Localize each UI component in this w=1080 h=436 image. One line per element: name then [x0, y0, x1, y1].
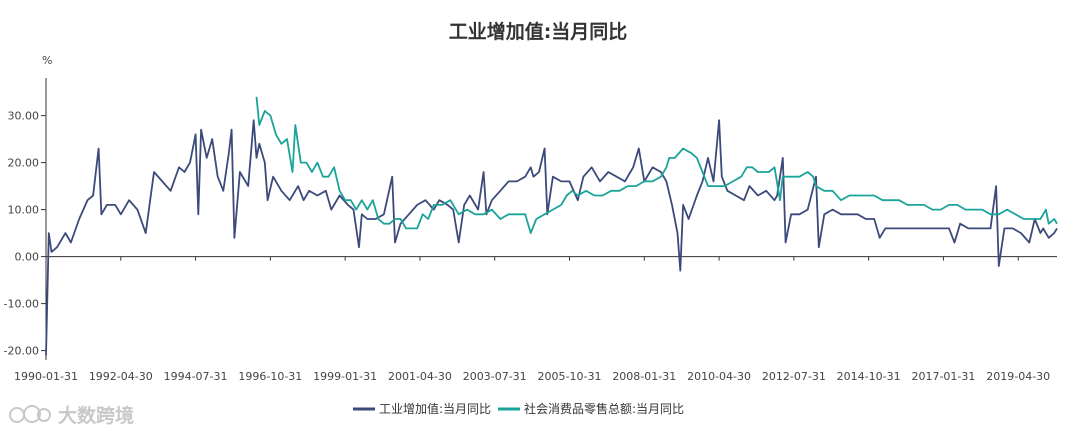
- x-tick-label: 2001-04-30: [388, 370, 452, 383]
- legend-item-2[interactable]: 社会消费品零售总额:当月同比: [498, 401, 684, 416]
- x-tick-label: 2014-10-31: [837, 370, 901, 383]
- y-tick-label: 30.00: [8, 110, 40, 123]
- chart-title: 工业增加值:当月同比: [449, 20, 628, 43]
- y-tick-label: 10.00: [8, 204, 40, 217]
- x-tick-label: 2010-04-30: [687, 370, 751, 383]
- x-tick-label: 2008-01-31: [612, 370, 676, 383]
- x-tick-label: 2019-04-30: [986, 370, 1050, 383]
- legend-label: 工业增加值:当月同比: [379, 401, 491, 416]
- legend-item-1[interactable]: 工业增加值:当月同比: [353, 401, 491, 416]
- y-tick-label: 0.00: [15, 251, 40, 264]
- x-tick-label: 2017-01-31: [911, 370, 975, 383]
- x-tick-label: 1996-10-31: [238, 370, 302, 383]
- x-axis: 1990-01-31 1992-04-30 1994-07-31 1996-10-31…: [14, 256, 1057, 383]
- legend-label: 社会消费品零售总额:当月同比: [524, 401, 684, 416]
- x-tick-label: 2003-07-31: [463, 370, 527, 383]
- y-axis: -20.00 -10.00 0.00 10.00 20.00 30.00: [4, 78, 47, 360]
- y-axis-unit: %: [42, 54, 52, 67]
- x-tick-label: 1994-07-31: [164, 370, 228, 383]
- watermark-text: 大数跨境: [58, 405, 135, 427]
- x-tick-label: 1990-01-31: [14, 370, 78, 383]
- series-layer: [45, 96, 1058, 356]
- x-tick-label: 2012-07-31: [762, 370, 826, 383]
- series-line-2: [255, 96, 1058, 234]
- watermark-logo-icon: [9, 404, 51, 423]
- x-tick-label: 1999-01-31: [313, 370, 377, 383]
- watermark: 大数跨境: [8, 401, 134, 428]
- y-tick-label: 20.00: [8, 157, 40, 170]
- x-tick-label: 1992-04-30: [89, 370, 153, 383]
- legend[interactable]: 工业增加值:当月同比 社会消费品零售总额:当月同比: [353, 401, 684, 416]
- series-line-1: [45, 119, 1058, 356]
- y-tick-label: -20.00: [4, 345, 39, 358]
- x-tick-label: 2005-10-31: [538, 370, 602, 383]
- y-tick-label: -10.00: [4, 298, 39, 311]
